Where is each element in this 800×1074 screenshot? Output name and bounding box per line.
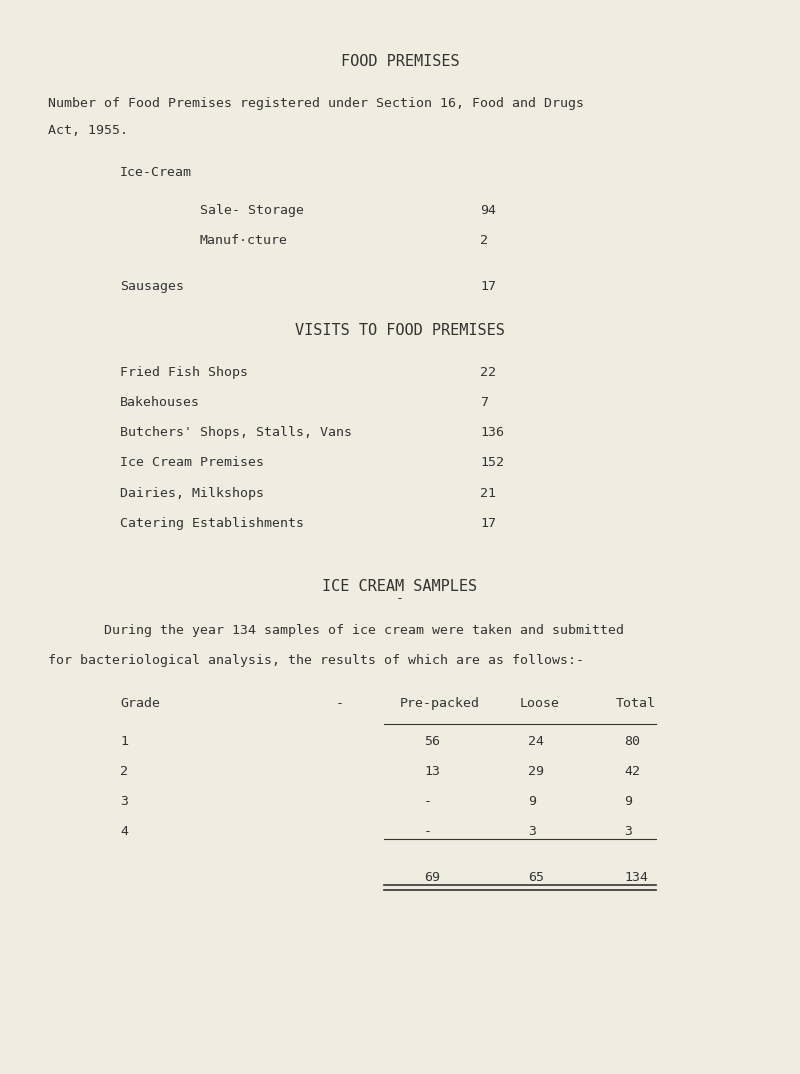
Text: Loose: Loose — [520, 697, 560, 710]
Text: Act, 1955.: Act, 1955. — [48, 124, 128, 136]
Text: 7: 7 — [480, 396, 488, 409]
Text: 69: 69 — [424, 871, 440, 884]
Text: -: - — [424, 795, 432, 808]
Text: 22: 22 — [480, 366, 496, 379]
Text: 80: 80 — [624, 735, 640, 748]
Text: 42: 42 — [624, 765, 640, 778]
Text: Grade: Grade — [120, 697, 160, 710]
Text: 152: 152 — [480, 456, 504, 469]
Text: 2: 2 — [120, 765, 128, 778]
Text: Ice Cream Premises: Ice Cream Premises — [120, 456, 264, 469]
Text: -: - — [396, 592, 404, 605]
Text: Bakehouses: Bakehouses — [120, 396, 200, 409]
Text: Total: Total — [616, 697, 656, 710]
Text: 13: 13 — [424, 765, 440, 778]
Text: VISITS TO FOOD PREMISES: VISITS TO FOOD PREMISES — [295, 323, 505, 338]
Text: 2: 2 — [480, 234, 488, 247]
Text: Pre-packed: Pre-packed — [400, 697, 480, 710]
Text: -: - — [424, 825, 432, 838]
Text: 9: 9 — [528, 795, 536, 808]
Text: 134: 134 — [624, 871, 648, 884]
Text: Dairies, Milkshops: Dairies, Milkshops — [120, 487, 264, 499]
Text: 17: 17 — [480, 517, 496, 529]
Text: 17: 17 — [480, 280, 496, 293]
Text: ICE CREAM SAMPLES: ICE CREAM SAMPLES — [322, 579, 478, 594]
Text: 1: 1 — [120, 735, 128, 748]
Text: 24: 24 — [528, 735, 544, 748]
Text: Number of Food Premises registered under Section 16, Food and Drugs: Number of Food Premises registered under… — [48, 97, 584, 110]
Text: 56: 56 — [424, 735, 440, 748]
Text: FOOD PREMISES: FOOD PREMISES — [341, 54, 459, 69]
Text: Butchers' Shops, Stalls, Vans: Butchers' Shops, Stalls, Vans — [120, 426, 352, 439]
Text: Sale- Storage: Sale- Storage — [200, 204, 304, 217]
Text: 9: 9 — [624, 795, 632, 808]
Text: 29: 29 — [528, 765, 544, 778]
Text: for bacteriological analysis, the results of which are as follows:-: for bacteriological analysis, the result… — [48, 654, 584, 667]
Text: -: - — [336, 697, 344, 710]
Text: Ice-Cream: Ice-Cream — [120, 166, 192, 179]
Text: 4: 4 — [120, 825, 128, 838]
Text: During the year 134 samples of ice cream were taken and submitted: During the year 134 samples of ice cream… — [104, 624, 624, 637]
Text: 3: 3 — [624, 825, 632, 838]
Text: 65: 65 — [528, 871, 544, 884]
Text: Fried Fish Shops: Fried Fish Shops — [120, 366, 248, 379]
Text: Manuf·cture: Manuf·cture — [200, 234, 288, 247]
Text: Sausages: Sausages — [120, 280, 184, 293]
Text: 136: 136 — [480, 426, 504, 439]
Text: 3: 3 — [528, 825, 536, 838]
Text: 3: 3 — [120, 795, 128, 808]
Text: 94: 94 — [480, 204, 496, 217]
Text: Catering Establishments: Catering Establishments — [120, 517, 304, 529]
Text: 21: 21 — [480, 487, 496, 499]
